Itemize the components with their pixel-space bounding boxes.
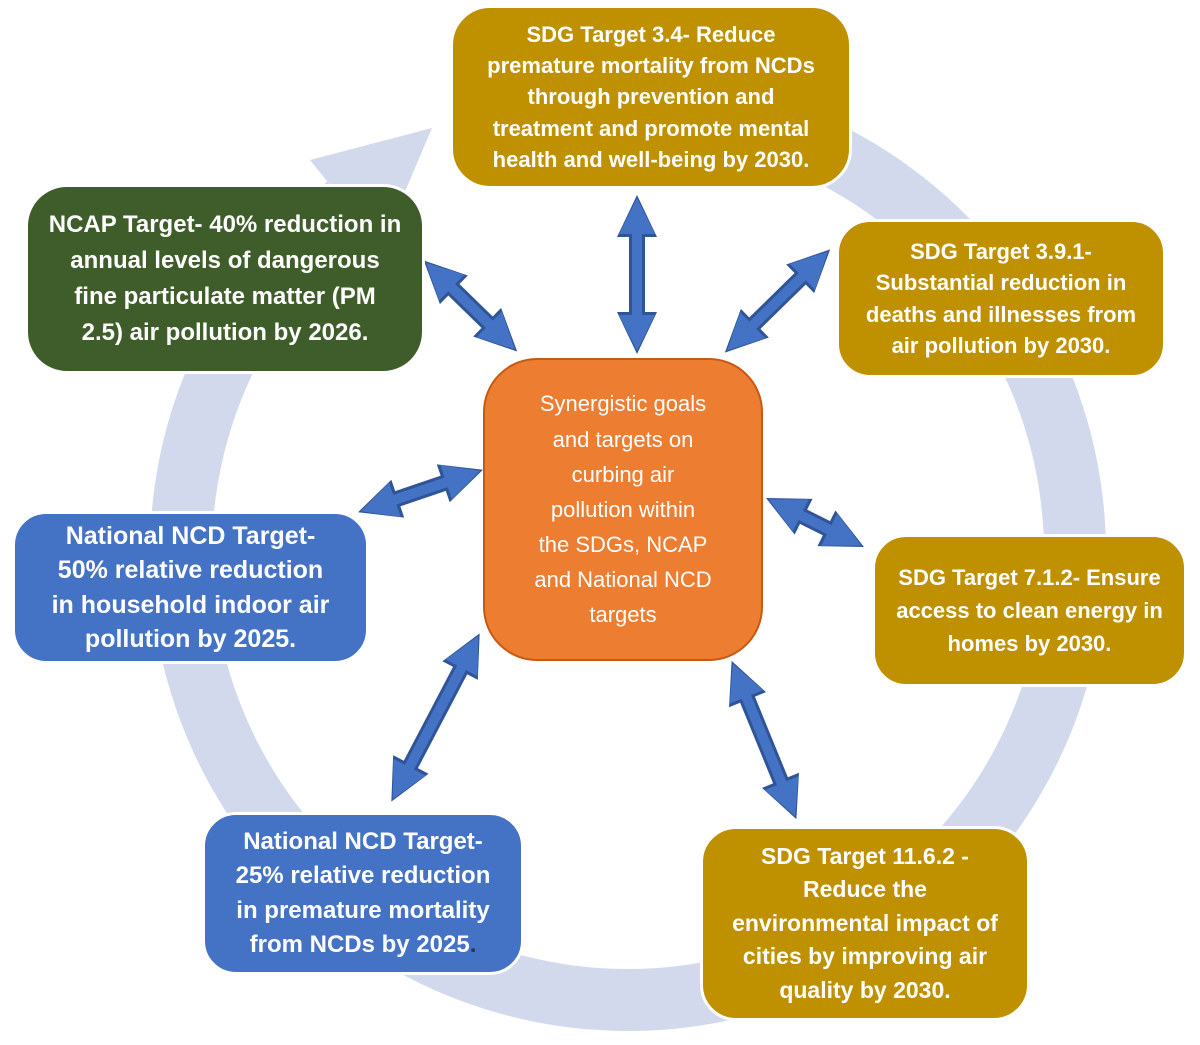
node-center-synergistic-goals: Synergistic goals and targets on curbing… xyxy=(483,358,763,661)
node-sdg-target-11-6-2: SDG Target 11.6.2 - Reduce the environme… xyxy=(700,826,1030,1021)
node-sdg-target-3-4-label: SDG Target 3.4- Reduce premature mortali… xyxy=(487,21,815,172)
node-ncap-target: NCAP Target- 40% reduction in annual lev… xyxy=(25,184,425,374)
node-sdg-target-7-1-2-label: SDG Target 7.1.2- Ensure access to clean… xyxy=(896,565,1163,656)
node-national-ncd-target-50-label: National NCD Target- 50% relative reduct… xyxy=(51,521,330,654)
arrow-center-to-ncd-25 xyxy=(391,633,480,802)
node-national-ncd-target-25-label: National NCD Target- 25% relative reduct… xyxy=(236,825,491,961)
node-national-ncd-target-50: National NCD Target- 50% relative reduct… xyxy=(12,511,369,664)
ncd-25-period: . xyxy=(469,930,477,958)
arrow-center-to-ncap xyxy=(423,260,518,352)
node-sdg-target-7-1-2: SDG Target 7.1.2- Ensure access to clean… xyxy=(872,534,1187,687)
arrow-center-to-sdg-7-1-2 xyxy=(766,498,864,547)
node-ncap-target-label: NCAP Target- 40% reduction in annual lev… xyxy=(48,211,402,346)
node-sdg-target-3-4: SDG Target 3.4- Reduce premature mortali… xyxy=(450,5,852,189)
node-sdg-target-3-9-1: SDG Target 3.9.1- Substantial reduction … xyxy=(836,219,1166,378)
arrow-center-to-sdg-3-9-1 xyxy=(724,249,831,353)
node-national-ncd-target-25: National NCD Target- 25% relative reduct… xyxy=(202,812,524,975)
node-sdg-target-11-6-2-label: SDG Target 11.6.2 - Reduce the environme… xyxy=(732,843,998,1003)
arrow-center-to-ncd-50 xyxy=(358,464,483,518)
node-center-label: Synergistic goals and targets on curbing… xyxy=(534,391,712,628)
arrow-center-to-sdg-11-6-2 xyxy=(729,660,799,820)
ncd-25-text: National NCD Target- 25% relative reduct… xyxy=(235,828,491,958)
node-sdg-target-3-9-1-label: SDG Target 3.9.1- Substantial reduction … xyxy=(865,239,1137,358)
